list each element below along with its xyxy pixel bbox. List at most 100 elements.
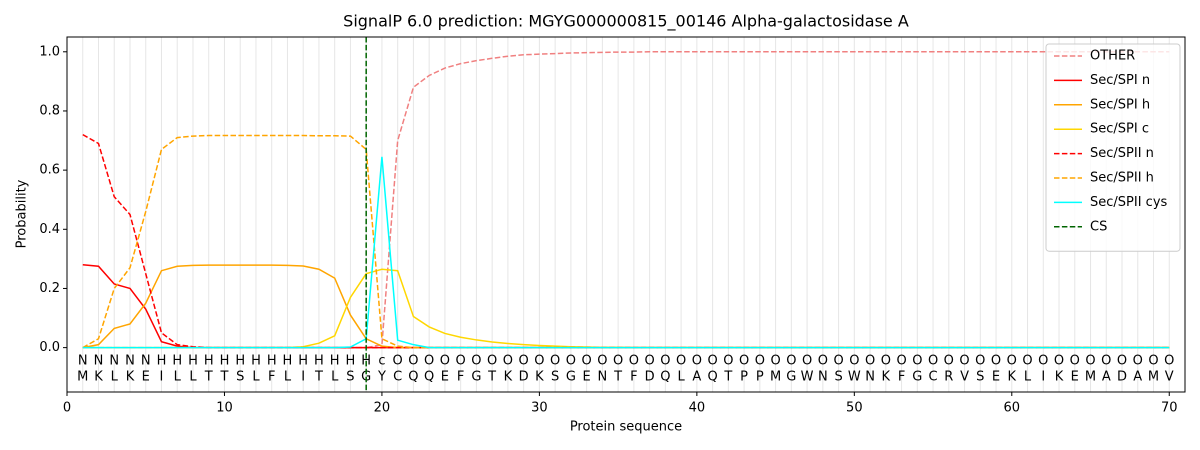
residue-annotation: O	[959, 354, 969, 369]
y-tick-label: 0.0	[39, 340, 60, 355]
series-line	[82, 264, 1170, 349]
residue: F	[630, 370, 637, 385]
residue: L	[174, 370, 182, 385]
y-tick-label: 0.6	[39, 163, 60, 178]
residue-annotation: O	[912, 354, 922, 369]
residue-annotation: H	[235, 354, 245, 369]
series-line	[82, 51, 1170, 349]
residue: Q	[408, 370, 418, 385]
residue-annotation: O	[408, 354, 418, 369]
residue: G	[471, 370, 481, 385]
y-axis-label: Probability	[15, 179, 30, 248]
residue: A	[1133, 370, 1142, 385]
residue: T	[219, 370, 228, 385]
residue-annotation: H	[172, 354, 182, 369]
residue: V	[1165, 370, 1174, 385]
residue: A	[692, 370, 701, 385]
residue-annotation: H	[157, 354, 167, 369]
legend-label: OTHER	[1090, 49, 1135, 64]
series-line	[82, 268, 1170, 349]
residue-annotation: O	[550, 354, 560, 369]
residue-annotation: N	[94, 354, 104, 369]
residue: L	[189, 370, 197, 385]
residue: P	[740, 370, 748, 385]
series-line	[82, 134, 1170, 349]
residue-annotation: H	[298, 354, 308, 369]
residue: M	[77, 370, 88, 385]
residue-annotation: O	[471, 354, 481, 369]
residue: L	[111, 370, 119, 385]
legend-label: Sec/SPI c	[1090, 122, 1149, 137]
residue: L	[1024, 370, 1032, 385]
residue-annotation: O	[1007, 354, 1017, 369]
series-line	[82, 156, 1170, 349]
residue: P	[756, 370, 764, 385]
residue: D	[1117, 370, 1127, 385]
residue: S	[551, 370, 559, 385]
legend-label: Sec/SPI n	[1090, 73, 1150, 88]
residue-annotation: O	[676, 354, 686, 369]
residue-annotation: O	[786, 354, 796, 369]
residue: K	[94, 370, 103, 385]
residue: C	[393, 370, 402, 385]
residue: W	[801, 370, 814, 385]
legend-box	[1045, 43, 1181, 252]
y-tick-label: 0.4	[39, 222, 60, 237]
series-line	[82, 133, 1170, 349]
residue-annotation: O	[770, 354, 780, 369]
residue: Y	[377, 370, 386, 385]
residue-annotation: O	[1054, 354, 1064, 369]
residue-annotation: O	[1133, 354, 1143, 369]
plot-frame	[66, 36, 1186, 393]
residue: D	[519, 370, 529, 385]
residue-annotation: H	[314, 354, 324, 369]
residue: T	[613, 370, 622, 385]
residue: N	[818, 370, 828, 385]
residue: K	[882, 370, 891, 385]
residue: E	[992, 370, 1000, 385]
x-tick-label: 60	[1004, 401, 1021, 416]
residue-annotation: O	[487, 354, 497, 369]
residue: C	[929, 370, 938, 385]
legend-label: Sec/SPII h	[1090, 171, 1154, 186]
residue-annotation: O	[440, 354, 450, 369]
residue-annotation: O	[975, 354, 985, 369]
residue: S	[834, 370, 842, 385]
residue-annotation: O	[1038, 354, 1048, 369]
legend-label: Sec/SPII cys	[1090, 195, 1168, 210]
residue-annotation: H	[251, 354, 261, 369]
residue-annotation: O	[692, 354, 702, 369]
residue: G	[912, 370, 922, 385]
residue: T	[204, 370, 213, 385]
legend-label: Sec/SPI h	[1090, 97, 1150, 112]
residue-annotation: H	[283, 354, 293, 369]
residue: K	[1055, 370, 1064, 385]
residue: R	[944, 370, 953, 385]
residue-annotation: O	[393, 354, 403, 369]
residue: L	[252, 370, 260, 385]
residue-annotation: O	[597, 354, 607, 369]
residue-annotation: O	[645, 354, 655, 369]
residue: S	[346, 370, 354, 385]
series-line	[82, 264, 1170, 349]
residue-annotation: O	[991, 354, 1001, 369]
residue-annotation: H	[267, 354, 277, 369]
residue-annotation: O	[739, 354, 749, 369]
residue: E	[142, 370, 150, 385]
residue: W	[848, 370, 861, 385]
residue: E	[441, 370, 449, 385]
residue: A	[1102, 370, 1111, 385]
residue-annotation: H	[204, 354, 214, 369]
residue-annotation: O	[1148, 354, 1158, 369]
residue-annotation: O	[928, 354, 938, 369]
residue: F	[457, 370, 464, 385]
residue: K	[504, 370, 513, 385]
residue: I	[160, 370, 164, 385]
residue: G	[786, 370, 796, 385]
residue-annotation: O	[1085, 354, 1095, 369]
residue: M	[770, 370, 781, 385]
residue-annotation: O	[849, 354, 859, 369]
residue-annotation: O	[1164, 354, 1174, 369]
residue-annotation: O	[1022, 354, 1032, 369]
residue-annotation: O	[629, 354, 639, 369]
